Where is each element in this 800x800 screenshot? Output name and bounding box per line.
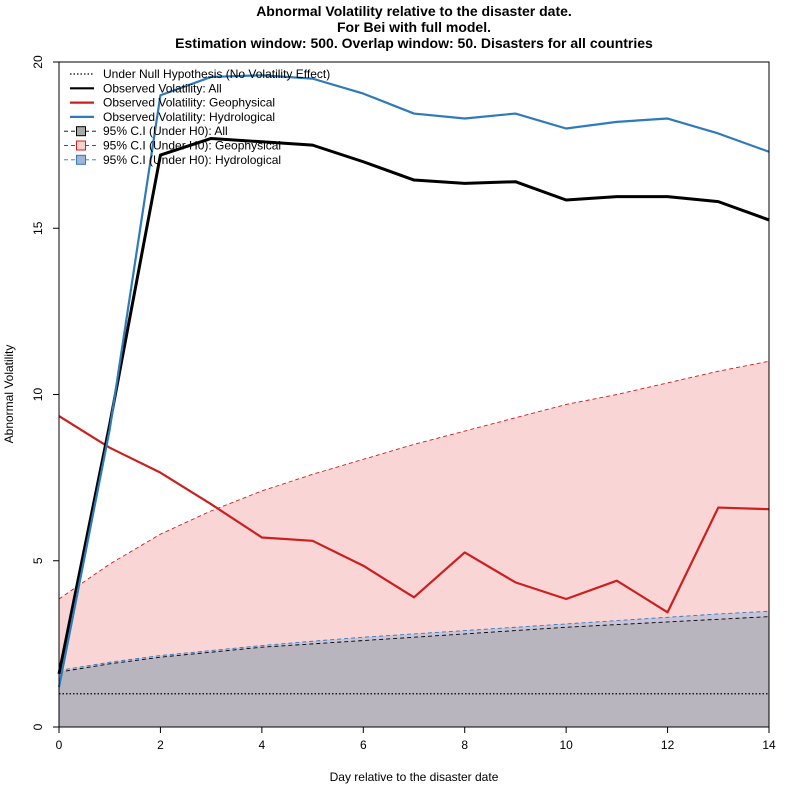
- legend-item: 95% C.I (Under H0): Geophysical: [64, 139, 281, 153]
- chart-title: Abnormal Volatility relative to the disa…: [256, 3, 572, 19]
- ci-band-0: [59, 616, 769, 727]
- x-tick-label: 12: [661, 738, 675, 752]
- confidence-bands: [58, 360, 770, 727]
- y-axis: 0 5 10 15 20: [31, 55, 59, 730]
- legend-item: Observed Volatility: All: [70, 81, 222, 95]
- x-tick-label: 14: [762, 738, 776, 752]
- x-tick-label: 2: [157, 738, 164, 752]
- x-tick-label: 10: [559, 738, 573, 752]
- ci-upper-line-0: [58, 616, 770, 673]
- legend-label: 95% C.I (Under H0): All: [103, 124, 228, 138]
- y-tick-label: 20: [31, 55, 45, 69]
- x-tick-label: 4: [259, 738, 266, 752]
- legend-swatch-box: [76, 154, 86, 165]
- legend-label: Under Null Hypothesis (No Volatility Eff…: [103, 67, 330, 81]
- legend-item: Observed Volatility: Geophysical: [70, 96, 275, 110]
- x-axis: 0 2 4 6 8 10 12 14: [56, 727, 776, 752]
- legend-item: Observed Volatility: Hydrological: [70, 110, 275, 124]
- y-tick-label: 0: [31, 723, 45, 730]
- x-axis-label: Day relative to the disaster date: [330, 770, 499, 784]
- chart-subtitle-2: Estimation window: 500. Overlap window: …: [175, 35, 653, 51]
- legend-swatch-box: [76, 140, 86, 151]
- y-tick-label: 10: [31, 388, 45, 402]
- y-tick-label: 5: [31, 557, 45, 564]
- series-line-2: [57, 74, 770, 688]
- legend-item: 95% C.I (Under H0): All: [64, 124, 228, 138]
- y-tick-label: 15: [31, 221, 45, 235]
- ci-upper-line-2: [58, 610, 770, 671]
- x-tick-label: 0: [56, 738, 63, 752]
- series-line-0: [57, 136, 770, 675]
- ci-upper-line-1: [58, 360, 770, 600]
- legend: Under Null Hypothesis (No Volatility Eff…: [64, 67, 330, 167]
- legend-label: 95% C.I (Under H0): Hydrological: [103, 153, 281, 167]
- x-tick-label: 6: [360, 738, 367, 752]
- legend-label: Observed Volatility: Hydrological: [103, 110, 275, 124]
- legend-item: Under Null Hypothesis (No Volatility Eff…: [70, 67, 330, 81]
- y-axis-label: Abnormal Volatility: [2, 345, 16, 444]
- legend-label: 95% C.I (Under H0): Geophysical: [103, 139, 281, 153]
- x-tick-label: 8: [461, 738, 468, 752]
- legend-swatch-box: [76, 126, 86, 137]
- series-line-1: [58, 415, 770, 614]
- series-lines: [57, 74, 770, 688]
- chart-titles: Abnormal Volatility relative to the disa…: [0, 3, 800, 51]
- legend-label: Observed Volatility: Geophysical: [103, 96, 275, 110]
- legend-label: Observed Volatility: All: [103, 81, 222, 95]
- chart-subtitle: For Bei with full model.: [337, 19, 491, 35]
- legend-item: 95% C.I (Under H0): Hydrological: [64, 153, 281, 167]
